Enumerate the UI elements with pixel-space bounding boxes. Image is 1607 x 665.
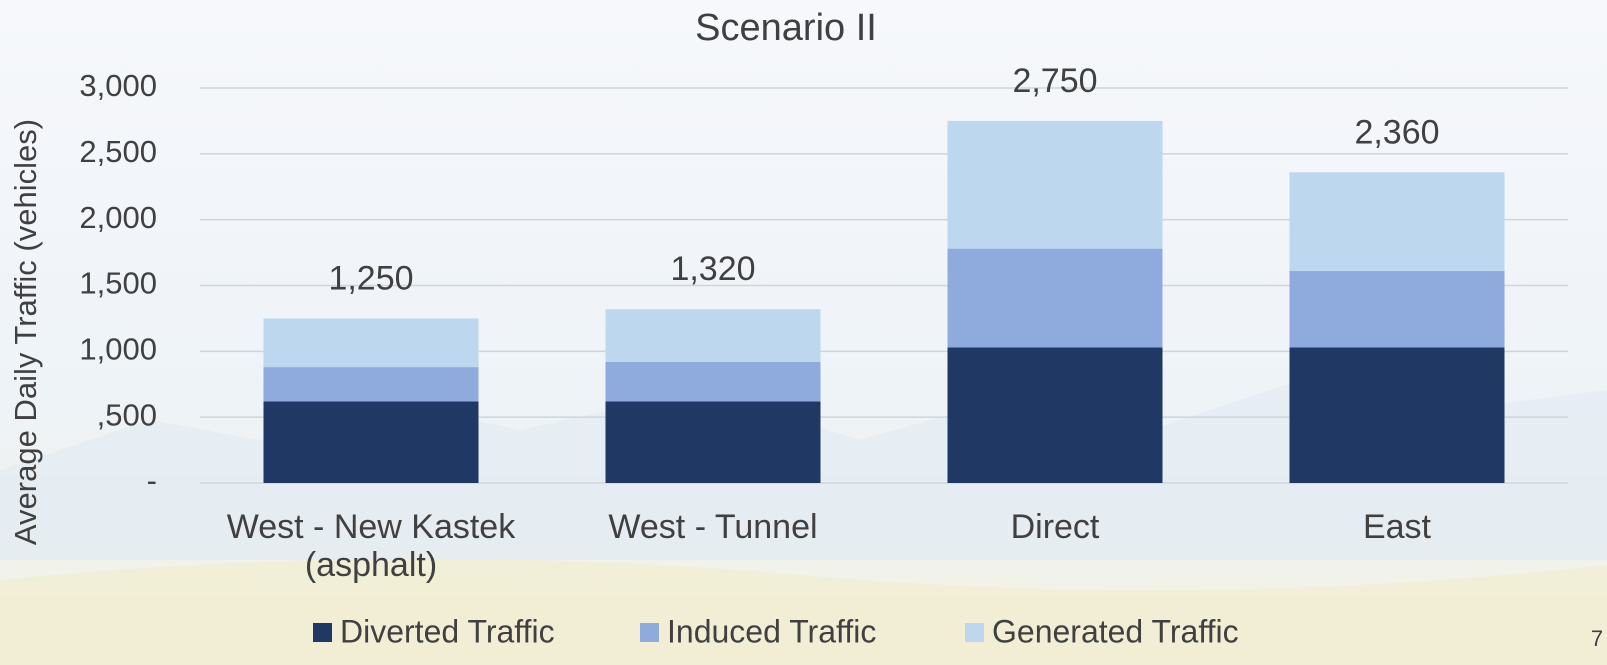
y-tick-label: 3,000 bbox=[79, 68, 157, 103]
y-tick-label: 1,500 bbox=[79, 266, 157, 301]
bar-segment bbox=[263, 401, 479, 483]
bar-segment bbox=[263, 318, 479, 368]
legend-swatch bbox=[965, 623, 984, 642]
y-tick-label: 2,000 bbox=[79, 200, 157, 235]
total-label: 1,320 bbox=[670, 250, 755, 288]
total-label: 1,250 bbox=[328, 259, 413, 297]
bar-segment bbox=[1289, 172, 1505, 272]
total-label: 2,360 bbox=[1354, 113, 1439, 151]
bar-segment bbox=[605, 309, 821, 362]
y-axis-label: Average Daily Traffic (vehicles) bbox=[8, 119, 43, 545]
bar-segment bbox=[947, 347, 1163, 483]
x-tick-label: Direct bbox=[1010, 508, 1100, 546]
hills bbox=[0, 558, 1607, 665]
legend-swatch bbox=[640, 623, 659, 642]
legend-swatch bbox=[313, 623, 332, 642]
y-tick-label: - bbox=[147, 463, 157, 498]
bar-segment bbox=[263, 367, 479, 402]
y-tick-label: 1,000 bbox=[79, 332, 157, 367]
x-tick-label: East bbox=[1362, 508, 1432, 546]
bar-segment bbox=[1289, 271, 1505, 348]
bar-segment bbox=[605, 361, 821, 402]
bar-segment bbox=[947, 120, 1163, 249]
y-tick-label: ,500 bbox=[97, 397, 157, 432]
bar-segment bbox=[1289, 347, 1505, 483]
y-tick-label: 2,500 bbox=[79, 134, 157, 169]
bar-segment bbox=[605, 401, 821, 483]
x-tick-label: West - Tunnel bbox=[608, 508, 818, 546]
chart-title: Scenario II bbox=[695, 7, 877, 49]
page-number: 7 bbox=[1591, 626, 1603, 651]
bar-segment bbox=[947, 248, 1163, 348]
legend-label: Generated Traffic bbox=[992, 613, 1239, 649]
legend-label: Induced Traffic bbox=[667, 613, 876, 649]
x-tick-label: West - New Kastek (asphalt) bbox=[226, 508, 516, 584]
total-label: 2,750 bbox=[1012, 62, 1097, 100]
legend-label: Diverted Traffic bbox=[340, 613, 555, 649]
